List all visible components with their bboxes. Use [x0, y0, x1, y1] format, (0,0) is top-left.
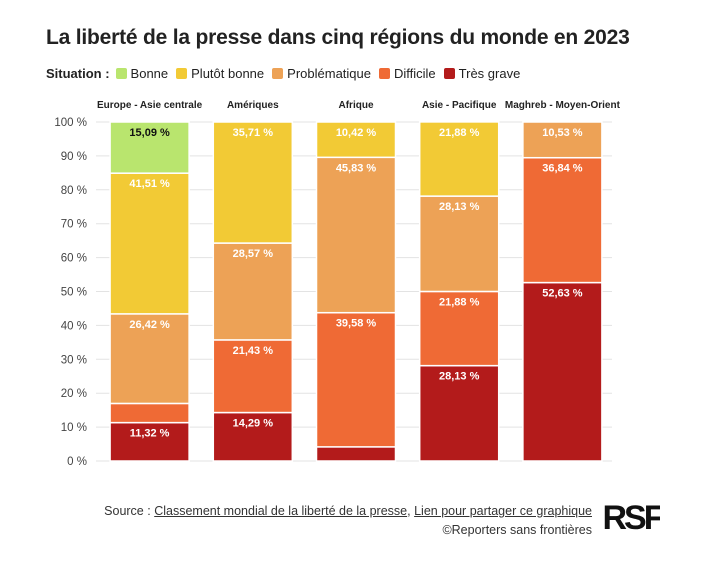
bar-segment: [315, 121, 397, 159]
rsf-logo[interactable]: RSF: [604, 496, 660, 536]
category-label: Afrique: [339, 100, 374, 111]
bar-segment: [212, 411, 294, 462]
bar-segment: [109, 313, 190, 405]
data-label: 14,29 %: [233, 418, 274, 430]
category-label: Asie - Pacifique: [422, 100, 497, 111]
bar-segment: [418, 195, 500, 293]
chart-title: La liberté de la presse dans cinq région…: [46, 26, 630, 49]
bar-segment: [315, 446, 397, 462]
legend-item-tres-grave[interactable]: Très grave: [443, 66, 521, 81]
data-label: 10,53 %: [542, 127, 583, 139]
data-label: 26,42 %: [129, 319, 170, 331]
legend-swatch: [443, 68, 455, 79]
data-label: 36,84 %: [542, 163, 583, 175]
legend-label: Plutôt bonne: [191, 66, 265, 81]
data-label: 28,57 %: [233, 248, 274, 260]
rsf-logo-text: RSF: [604, 499, 660, 536]
y-tick-label: 50 %: [61, 287, 87, 299]
legend-label: Difficile: [393, 66, 436, 81]
y-tick-label: 90 %: [61, 151, 87, 163]
data-label: 28,13 %: [439, 201, 480, 213]
bar-segment: [109, 172, 190, 315]
category-label: Maghreb - Moyen-Orient: [505, 100, 621, 111]
data-label: 41,51 %: [129, 178, 170, 190]
legend-label: Très grave: [458, 66, 521, 81]
source-separator: ,: [407, 504, 411, 518]
source-prefix: Source :: [104, 504, 151, 518]
y-tick-label: 40 %: [61, 320, 87, 332]
data-label: 21,88 %: [439, 296, 480, 308]
footer: Source : Classement mondial de la libert…: [104, 502, 592, 540]
bar-segment: [522, 156, 603, 284]
y-tick-label: 100 %: [54, 117, 87, 129]
y-tick-label: 20 %: [61, 388, 87, 400]
y-tick-label: 80 %: [61, 185, 87, 197]
legend-item-plutot-bonne[interactable]: Plutôt bonne: [176, 66, 264, 81]
legend-swatch: [176, 68, 188, 79]
y-tick-label: 60 %: [61, 253, 87, 265]
source-line: Source : Classement mondial de la libert…: [104, 502, 592, 521]
data-label: 10,42 %: [336, 127, 377, 139]
bar-segment: [522, 121, 603, 159]
bar-segment: [212, 339, 294, 414]
data-label: 35,71 %: [233, 127, 274, 139]
data-label: 39,58 %: [336, 318, 377, 330]
data-label: 28,13 %: [439, 371, 480, 383]
category-label: Europe - Asie centrale: [97, 100, 203, 111]
bar-segment: [315, 311, 397, 448]
data-label: 21,43 %: [233, 345, 274, 357]
legend-title: Situation :: [46, 66, 110, 81]
y-tick-label: 10 %: [61, 422, 87, 434]
legend-swatch: [272, 68, 284, 79]
bar-segment: [212, 121, 294, 244]
legend-item-problematique[interactable]: Problématique: [272, 66, 371, 81]
bar-segment: [418, 121, 500, 197]
stacked-bar-chart: 0 % 10 % 20 % 30 % 40 % 50 % 60 % 70 % 80 % 90 % 1…: [54, 100, 621, 468]
legend-swatch: [378, 68, 390, 79]
source-link[interactable]: Classement mondial de la liberté de la p…: [154, 504, 408, 518]
y-tick-label: 70 %: [61, 219, 87, 231]
bar-segment: [315, 156, 397, 314]
y-tick-label: 30 %: [61, 354, 87, 366]
data-label: 52,63 %: [542, 288, 583, 300]
legend-item-bonne[interactable]: Bonne: [115, 66, 169, 81]
y-tick-label: 0 %: [67, 456, 87, 468]
category-label: Amériques: [227, 100, 279, 111]
legend: Situation : Bonne Plutôt bonne Problémat…: [46, 66, 528, 81]
bar-segment: [522, 281, 603, 462]
bar-segment: [109, 402, 190, 424]
share-link[interactable]: Lien pour partager ce graphique: [414, 504, 592, 518]
data-label: 45,83 %: [336, 162, 377, 174]
bar-segment: [418, 290, 500, 367]
legend-swatch: [115, 68, 127, 79]
legend-item-difficile[interactable]: Difficile: [378, 66, 436, 81]
data-label: 11,32 %: [130, 428, 170, 440]
credit: ©Reporters sans frontières: [442, 523, 592, 537]
bar-segment: [109, 421, 190, 462]
data-label: 21,88 %: [439, 127, 480, 139]
legend-label: Problématique: [287, 66, 371, 81]
legend-label: Bonne: [130, 66, 169, 81]
bar-segment: [109, 121, 190, 174]
data-label: 15,09 %: [129, 127, 170, 139]
